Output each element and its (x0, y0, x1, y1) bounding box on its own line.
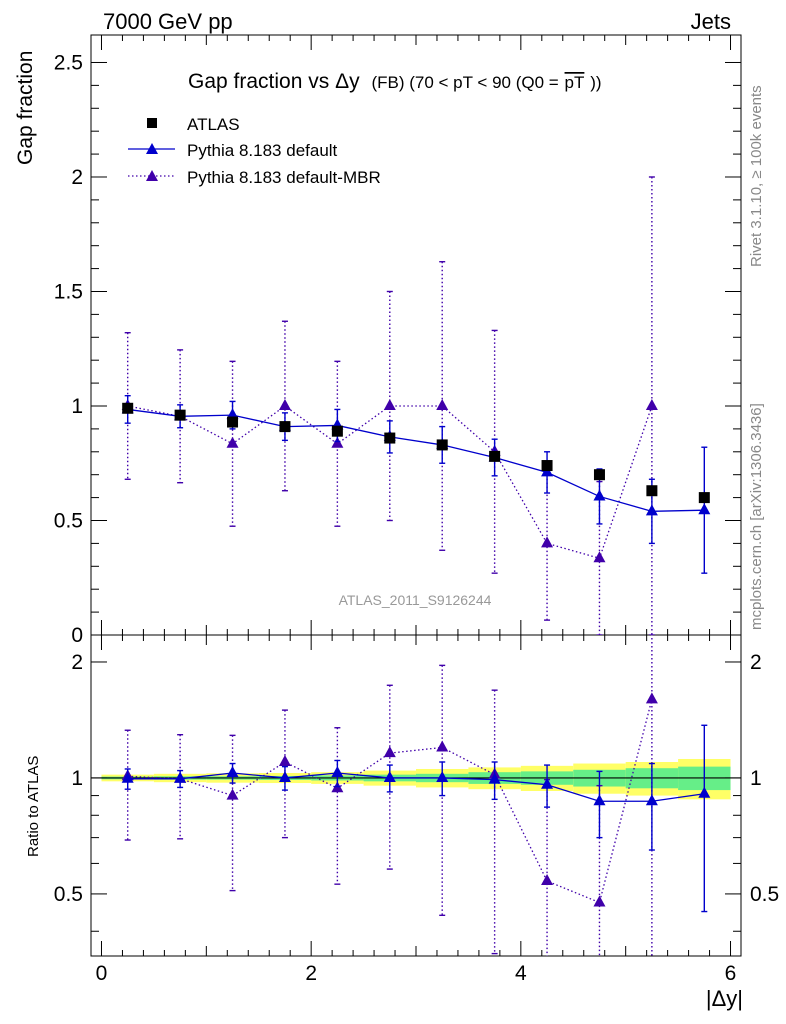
x-tick-label: 6 (725, 962, 737, 985)
ratio-point-default (593, 794, 606, 806)
point-atlas (698, 492, 710, 504)
y-tick-label-top: 2.5 (54, 51, 83, 74)
point-atlas (331, 425, 343, 437)
ratio-point-mbr (383, 746, 396, 758)
mcplots-label: mcplots.cern.ch [arXiv:1306.3436] (748, 403, 765, 630)
y-tick-label-bottom-right: 1 (750, 767, 762, 790)
ratio-point-mbr (278, 755, 291, 767)
ratio-point-default (278, 770, 291, 782)
x-tick-label: 2 (305, 962, 317, 985)
ratio-point-default (698, 786, 711, 798)
point-default (698, 503, 711, 515)
x-tick-label: 4 (515, 962, 527, 985)
title-close: )) (590, 73, 601, 92)
point-default (593, 489, 606, 501)
point-atlas (541, 460, 553, 472)
point-default (226, 408, 239, 420)
y-axis-label-bottom: Ratio to ATLAS (25, 756, 42, 857)
energy-label: 7000 GeV pp (103, 9, 233, 34)
ratio-point-default (226, 766, 239, 778)
ratio-point-default (331, 766, 344, 778)
title-main: Gap fraction vs (188, 70, 329, 93)
y-axis-label-top: Gap fraction (14, 51, 37, 165)
ratio-line-default (127, 772, 705, 802)
point-mbr (278, 398, 291, 410)
point-mbr (331, 436, 344, 448)
title-detail: (FB) (70 < pT < 90 (Q0 = (371, 73, 558, 92)
point-atlas (174, 409, 186, 421)
legend: ATLAS Pythia 8.183 default Pythia 8.183 … (128, 115, 381, 187)
legend-label-default: Pythia 8.183 default (187, 141, 338, 160)
ratio-point-default (541, 777, 554, 789)
legend-label-mbr: Pythia 8.183 default-MBR (187, 168, 381, 187)
legend-marker-default (146, 143, 158, 154)
point-mbr (383, 398, 396, 410)
point-atlas (384, 432, 396, 444)
point-atlas (646, 485, 658, 497)
process-label: Jets (691, 9, 731, 34)
point-mbr (436, 398, 449, 410)
analysis-label: ATLAS_2011_S9126244 (339, 592, 492, 608)
y-tick-label-top: 2 (71, 166, 83, 189)
y-tick-label-bottom: 0.5 (54, 883, 83, 906)
x-tick-label: 0 (96, 962, 108, 985)
ratio-point-default (488, 772, 501, 784)
legend-label-atlas: ATLAS (187, 115, 240, 134)
point-atlas (489, 450, 501, 462)
y-tick-label-top: 1.5 (54, 280, 83, 303)
title-overline-pt: pT (565, 73, 585, 92)
ratio-point-mbr (436, 740, 449, 752)
rivet-label: Rivet 3.1.10, ≥ 100k events (748, 85, 765, 267)
title-variable: Δy (335, 70, 360, 93)
ratio-point-mbr (541, 874, 554, 886)
series-line-default (127, 408, 705, 512)
point-mbr (226, 436, 239, 448)
y-tick-label-top: 0 (71, 624, 83, 647)
y-tick-label-bottom: 1 (71, 767, 83, 790)
y-tick-label-top: 1 (71, 395, 83, 418)
ratio-point-default (383, 770, 396, 782)
y-tick-label-bottom-right: 0.5 (750, 883, 779, 906)
point-atlas (122, 402, 134, 414)
chart-title: Gap fraction vs Δy (FB) (70 < pT < 90 (Q… (188, 70, 602, 93)
y-tick-label-bottom-right: 2 (750, 651, 762, 674)
point-atlas (227, 416, 239, 428)
point-atlas (279, 421, 291, 433)
legend-marker-atlas (147, 118, 157, 128)
ratio-panel-data (91, 635, 741, 956)
uncertainty-bands (101, 758, 731, 800)
ratio-point-default (645, 794, 658, 806)
point-mbr (593, 551, 606, 563)
top-panel-data (121, 176, 711, 635)
point-mbr (645, 398, 658, 410)
ratio-line-mbr (127, 699, 653, 904)
x-axis-label: |Δy| (706, 986, 743, 1011)
ratio-point-default (121, 771, 134, 783)
ratio-point-default (436, 770, 449, 782)
point-default (645, 504, 658, 516)
point-mbr (541, 536, 554, 548)
legend-marker-mbr (146, 170, 158, 181)
y-tick-label-bottom: 2 (71, 651, 83, 674)
point-atlas (593, 469, 605, 481)
ratio-point-mbr (226, 788, 239, 800)
axis-ticks: 0 2 4 6 0 0.5 1 1.5 2 2.5 0.5 0.5 1 1 2 2 (54, 35, 779, 985)
y-tick-label-top: 0.5 (54, 509, 83, 532)
ratio-point-mbr (593, 895, 606, 907)
ratio-point-mbr (645, 692, 658, 704)
ratio-point-default (174, 771, 187, 783)
series-line-mbr (127, 405, 653, 560)
point-atlas (436, 439, 448, 451)
